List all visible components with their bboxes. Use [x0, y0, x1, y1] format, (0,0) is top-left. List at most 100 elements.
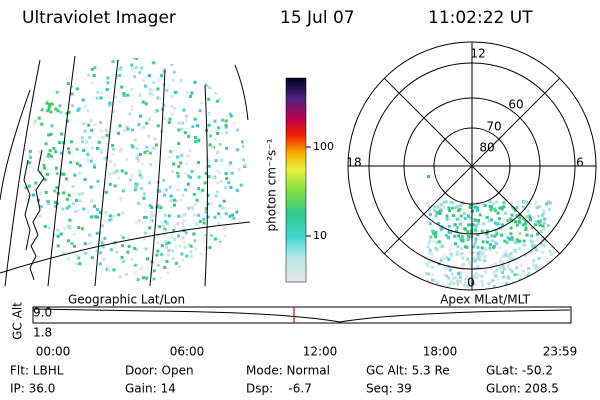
emission-pixel — [177, 142, 181, 145]
emission-pixel — [172, 229, 176, 232]
emission-pixel — [216, 99, 220, 103]
emission-pixel — [513, 249, 516, 252]
emission-pixel — [138, 173, 142, 177]
emission-pixel — [460, 234, 464, 238]
emission-pixel — [449, 230, 453, 234]
emission-pixel — [133, 263, 137, 267]
emission-pixel — [23, 200, 24, 203]
emission-pixel — [496, 277, 500, 281]
status-field: GLon: 208.5 — [486, 382, 559, 396]
emission-pixel — [243, 228, 247, 232]
emission-pixel — [111, 280, 115, 282]
emission-pixel — [445, 274, 449, 278]
emission-pixel — [187, 207, 191, 210]
emission-pixel — [112, 268, 116, 272]
emission-pixel — [190, 206, 194, 209]
emission-pixel — [434, 246, 438, 250]
status-field: Flt: LBHL — [10, 364, 64, 378]
emission-pixel — [43, 224, 47, 228]
mlat-label: 60 — [508, 98, 523, 112]
emission-pixel — [89, 119, 93, 123]
emission-pixel — [46, 109, 50, 113]
emission-pixel — [437, 211, 441, 215]
emission-pixel — [510, 236, 514, 240]
emission-pixel — [52, 233, 56, 237]
emission-pixel — [167, 84, 171, 88]
emission-pixel — [493, 270, 497, 274]
emission-pixel — [111, 152, 115, 156]
emission-pixel — [428, 239, 432, 243]
emission-pixel — [99, 150, 103, 153]
emission-pixel — [499, 257, 502, 261]
emission-pixel — [121, 211, 125, 215]
emission-pixel — [436, 205, 440, 209]
emission-pixel — [117, 131, 120, 135]
status-field: GC Alt: 5.3 Re — [366, 364, 450, 378]
emission-pixel — [443, 257, 446, 261]
emission-pixel — [55, 272, 59, 276]
emission-pixel — [478, 254, 482, 258]
emission-pixel — [56, 273, 60, 277]
status-field: IP: 36.0 — [10, 382, 55, 396]
emission-pixel — [56, 244, 60, 248]
emission-pixel — [515, 214, 519, 218]
emission-pixel — [72, 233, 76, 236]
emission-pixel — [181, 193, 185, 197]
emission-pixel — [39, 192, 43, 196]
emission-pixel — [126, 250, 130, 254]
emission-pixel — [457, 272, 461, 276]
emission-pixel — [78, 272, 82, 276]
emission-pixel — [143, 151, 147, 154]
emission-pixel — [67, 147, 70, 151]
emission-pixel — [490, 234, 494, 238]
emission-pixel — [198, 109, 202, 113]
emission-pixel — [456, 245, 460, 249]
emission-pixel — [431, 278, 435, 282]
emission-pixel — [249, 100, 252, 103]
emission-pixel — [141, 100, 145, 104]
emission-pixel — [139, 114, 143, 118]
emission-pixel — [528, 201, 532, 205]
lat-lon-grid — [0, 55, 251, 286]
emission-pixel — [509, 257, 513, 261]
emission-pixel — [428, 209, 431, 213]
emission-pixel — [452, 264, 456, 268]
emission-pixel — [249, 73, 252, 76]
emission-pixel — [467, 235, 470, 238]
emission-pixel — [125, 125, 129, 129]
emission-pixel — [215, 62, 219, 66]
emission-pixel — [115, 169, 119, 173]
emission-pixel — [225, 97, 229, 101]
emission-pixel — [506, 275, 510, 279]
emission-pixel — [199, 252, 203, 256]
emission-pixel — [488, 246, 492, 250]
emission-pixel — [224, 186, 227, 190]
geographic-image — [0, 55, 252, 286]
emission-pixel — [472, 257, 475, 261]
emission-pixel — [230, 171, 234, 175]
emission-pixel — [23, 280, 27, 282]
emission-pixel — [130, 63, 134, 67]
emission-pixel — [525, 215, 529, 219]
emission-pixel — [205, 246, 209, 250]
mlt-label: 0 — [467, 276, 475, 290]
emission-pixel — [447, 257, 451, 261]
emission-pixel — [475, 276, 479, 280]
emission-pixel — [518, 239, 522, 243]
emission-pixel — [172, 198, 176, 202]
emission-pixel — [439, 203, 443, 207]
emission-pixel — [518, 247, 522, 251]
emission-pixel — [496, 211, 500, 215]
emission-pixel — [71, 185, 75, 188]
time-axis: 00:00 06:00 12:00 18:00 23:59 — [36, 345, 578, 359]
emission-pixel — [173, 203, 176, 207]
emission-pixel — [47, 107, 51, 111]
emission-pixel — [476, 255, 480, 259]
emission-pixel — [527, 266, 531, 270]
emission-pixel — [56, 228, 60, 232]
emission-pixel — [184, 172, 188, 176]
emission-pixel — [229, 161, 233, 165]
emission-pixel — [181, 214, 185, 218]
emission-pixel — [205, 79, 209, 83]
